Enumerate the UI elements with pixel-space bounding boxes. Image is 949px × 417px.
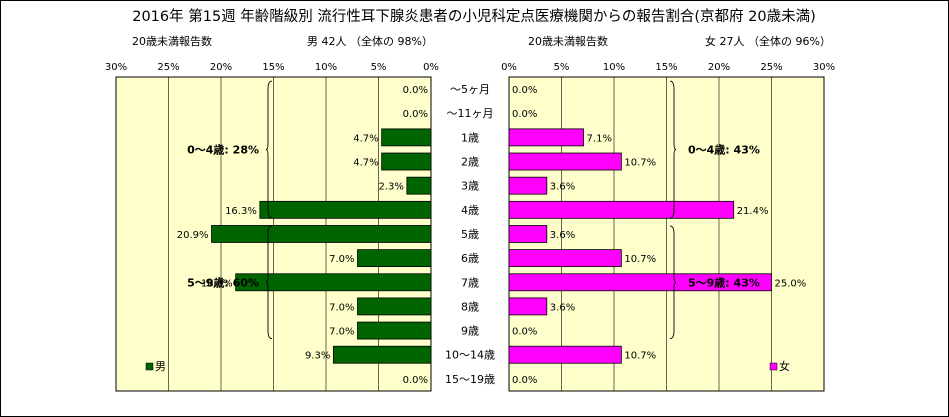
category-label: 〜11ヶ月 <box>447 107 494 120</box>
female-data-label: 10.7% <box>624 158 656 169</box>
female-bar <box>508 345 622 364</box>
male-data-label: 4.7% <box>353 158 378 169</box>
category-label: 10〜14歳 <box>445 349 495 362</box>
category-label: 4歳 <box>461 204 479 217</box>
male-legend-label: 男 <box>155 360 166 373</box>
male-bar <box>381 152 432 171</box>
category-label: 15〜19歳 <box>445 373 495 386</box>
female-summary: 女 27人 （全体の 96%） <box>705 34 831 48</box>
male-age-groups: 0〜4歳: 28% 5〜9歳: 60% <box>187 80 273 340</box>
female-age-groups: 0〜4歳: 43% 5〜9歳: 43% <box>669 80 760 340</box>
male-bar <box>357 249 432 268</box>
male-data-labels: 0.0% 0.0% 4.7% 4.7% 2.3% 16.3% 20.9% 7.0% 18.6% 7… <box>177 85 428 386</box>
chart-title: 2016年 第15週 年齢階級別 流行性耳下腺炎患者の小児科定点医療機関からの報… <box>132 7 816 25</box>
female-group-label: 5〜9歳: 43% <box>688 275 760 289</box>
female-bar <box>508 273 772 292</box>
male-bar <box>406 176 432 195</box>
female-bar <box>508 249 622 268</box>
category-label: 〜5ヶ月 <box>450 83 490 96</box>
female-data-labels: 0.0% 0.0% 7.1% 10.7% 3.6% 21.4% 3.6% 10.7% 25.0%… <box>512 85 806 386</box>
category-label: 2歳 <box>461 156 479 169</box>
male-group-label: 0〜4歳: 28% <box>187 142 259 156</box>
female-data-label: 21.4% <box>737 206 769 217</box>
male-data-label: 7.0% <box>329 327 354 338</box>
female-data-label: 25.0% <box>775 278 807 289</box>
male-data-label: 7.0% <box>329 254 354 265</box>
male-axis-ticks: 30% 25% 20% 15% 10% 5% 0% <box>105 62 439 73</box>
female-legend-swatch <box>769 362 778 371</box>
category-label: 6歳 <box>461 252 479 265</box>
female-axis-ticks: 0% 5% 10% 15% 20% 25% 30% <box>501 62 835 73</box>
female-bar <box>508 152 622 171</box>
male-tick-label: 20% <box>210 62 232 73</box>
female-tick-label: 0% <box>501 62 517 73</box>
male-tick-label: 0% <box>423 62 439 73</box>
male-bar <box>235 273 432 292</box>
female-bar <box>508 128 584 147</box>
male-data-label: 0.0% <box>403 375 428 386</box>
female-data-label: 10.7% <box>624 351 656 362</box>
female-subtitle-label: 20歳未満報告数 <box>528 35 608 48</box>
category-label: 8歳 <box>461 300 479 313</box>
male-group-bracket <box>265 225 273 340</box>
female-group-label: 0〜4歳: 43% <box>688 142 760 156</box>
male-bar <box>357 321 432 340</box>
male-data-label: 7.0% <box>329 302 354 313</box>
female-data-label: 3.6% <box>550 302 575 313</box>
male-bar <box>357 297 432 316</box>
male-tick-label: 5% <box>371 62 387 73</box>
female-tick-label: 25% <box>760 62 782 73</box>
female-bar <box>508 176 548 195</box>
female-data-label: 0.0% <box>512 375 537 386</box>
male-data-label: 2.3% <box>378 182 403 193</box>
male-tick-label: 15% <box>262 62 284 73</box>
male-data-label: 18.6% <box>201 278 233 289</box>
male-data-label: 4.7% <box>353 133 378 144</box>
female-tick-label: 10% <box>603 62 625 73</box>
male-data-label: 0.0% <box>403 109 428 120</box>
female-data-label: 3.6% <box>550 230 575 241</box>
female-group-bracket <box>669 80 677 219</box>
male-bar <box>332 345 432 364</box>
female-tick-label: 15% <box>655 62 677 73</box>
female-bar <box>508 225 548 243</box>
category-label: 9歳 <box>461 325 479 338</box>
female-bar <box>508 297 548 316</box>
male-data-label: 9.3% <box>305 351 330 362</box>
male-bar <box>381 128 432 147</box>
female-data-label: 3.6% <box>550 182 575 193</box>
female-data-label: 7.1% <box>587 133 612 144</box>
female-tick-label: 5% <box>554 62 570 73</box>
male-summary: 男 42人 （全体の 98%） <box>307 34 433 48</box>
category-label: 7歳 <box>461 276 479 289</box>
female-tick-label: 30% <box>813 62 835 73</box>
female-data-label: 0.0% <box>512 109 537 120</box>
male-data-label: 20.9% <box>177 230 209 241</box>
category-label: 5歳 <box>461 228 479 241</box>
male-bar <box>259 200 432 219</box>
male-tick-label: 25% <box>157 62 179 73</box>
female-data-label: 10.7% <box>624 254 656 265</box>
female-legend-label: 女 <box>779 359 790 373</box>
female-bars <box>508 128 772 364</box>
male-group-bracket <box>265 80 273 219</box>
female-data-label: 0.0% <box>512 85 537 96</box>
female-group-bracket <box>669 225 677 340</box>
male-group-label: 5〜9歳: 60% <box>187 275 259 289</box>
female-tick-label: 20% <box>708 62 730 73</box>
female-data-label: 0.0% <box>512 327 537 338</box>
male-legend-swatch <box>145 362 154 371</box>
male-tick-label: 30% <box>105 62 127 73</box>
age-category-labels: 〜5ヶ月〜11ヶ月 1歳 2歳 3歳 4歳 5歳 6歳 7歳 8歳 9歳 10〜14歳 15〜19歳 <box>445 83 495 386</box>
male-subtitle-label: 20歳未満報告数 <box>132 35 212 48</box>
female-bar <box>508 200 735 219</box>
category-label: 3歳 <box>461 180 479 193</box>
category-label: 1歳 <box>461 131 479 144</box>
male-bar <box>211 225 432 243</box>
male-data-label: 0.0% <box>403 85 428 96</box>
male-tick-label: 10% <box>315 62 337 73</box>
male-bars <box>211 128 432 364</box>
male-data-label: 16.3% <box>225 206 257 217</box>
